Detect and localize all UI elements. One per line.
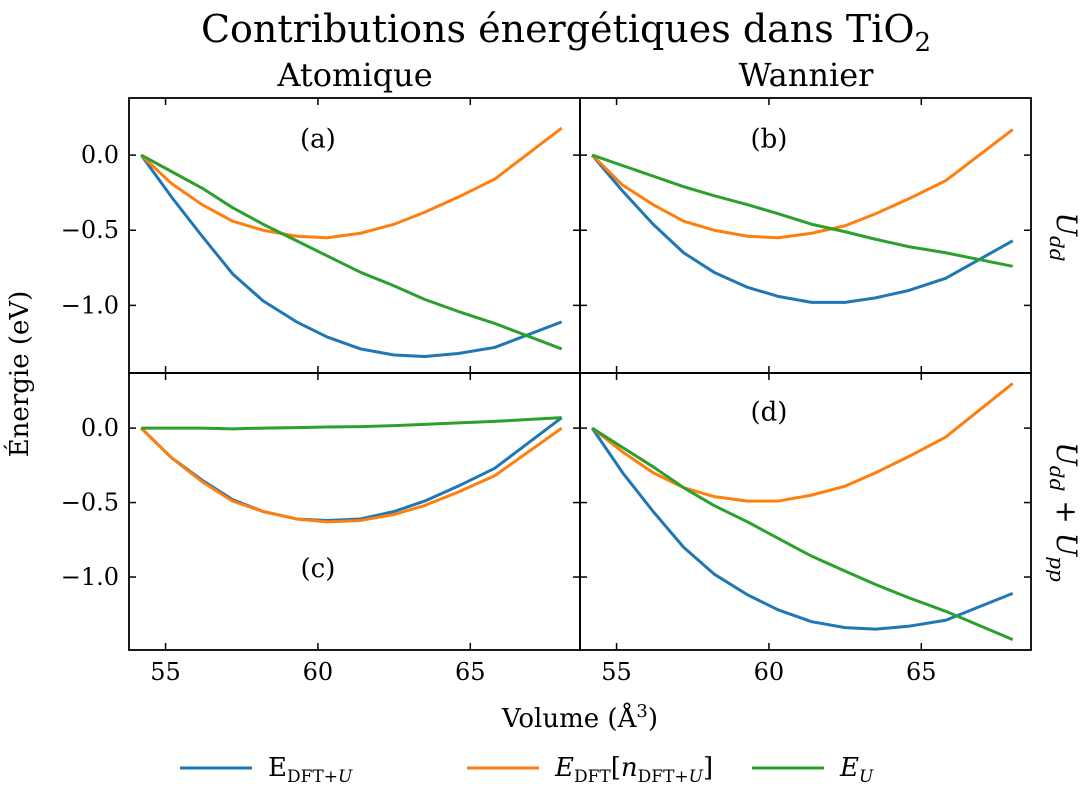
y-tick-label: 0.0 bbox=[81, 414, 119, 442]
svg-text:Udd: Udd bbox=[1045, 212, 1083, 261]
series-line-3 bbox=[140, 153, 563, 351]
series-line-1 bbox=[591, 154, 1014, 304]
y-tick-label: −0.5 bbox=[61, 489, 119, 517]
panel-label: (a) bbox=[300, 125, 336, 155]
panel-b: (b) bbox=[579, 97, 1032, 374]
column-title-atomique: Atomique bbox=[276, 56, 432, 94]
y-axis-label: Énergie (eV) bbox=[3, 291, 35, 458]
legend-label: EDFT[nDFT+U] bbox=[554, 753, 713, 787]
series-line-3 bbox=[591, 426, 1014, 641]
row-title-top: Udd bbox=[1045, 212, 1083, 261]
legend-entry-3: EU bbox=[752, 753, 874, 787]
x-tick-label: 65 bbox=[455, 658, 486, 686]
y-tick-label: −1.0 bbox=[61, 291, 119, 319]
panel-d: 55 60 65 (d) bbox=[579, 372, 1032, 686]
panel-label: (b) bbox=[750, 125, 787, 155]
panels: 0.0 −0.5 −1.0 (a) (b) 55 60 65 0.0 −0.5 −1.0 (c) 55 6… bbox=[61, 97, 1032, 686]
x-axis-label: Volume (Å3) bbox=[501, 701, 658, 734]
legend-entry-1: EDFT+U bbox=[180, 753, 353, 787]
legend: EDFT+U EDFT[nDFT+U] EU bbox=[180, 753, 874, 787]
x-tick-label: 65 bbox=[906, 658, 937, 686]
panel-label: (d) bbox=[750, 398, 787, 428]
panel-frame bbox=[128, 372, 581, 651]
y-tick-label: 0.0 bbox=[81, 141, 119, 169]
series-line-2 bbox=[140, 426, 563, 524]
legend-entry-2: EDFT[nDFT+U] bbox=[467, 753, 713, 787]
x-tick-label: 55 bbox=[150, 658, 181, 686]
panel-c: 55 60 65 0.0 −0.5 −1.0 (c) bbox=[61, 372, 581, 686]
row-title-bottom: Udd + Upp bbox=[1045, 442, 1083, 582]
svg-text:Énergie (eV): Énergie (eV) bbox=[3, 291, 35, 458]
series-line-2 bbox=[591, 128, 1014, 240]
svg-text:Udd + Upp: Udd + Upp bbox=[1045, 442, 1083, 582]
series-line-1 bbox=[140, 416, 563, 522]
panel-a: 0.0 −0.5 −1.0 (a) bbox=[61, 97, 581, 374]
x-tick-label: 55 bbox=[601, 658, 632, 686]
series-line-1 bbox=[590, 427, 1014, 631]
x-tick-label: 60 bbox=[754, 658, 785, 686]
panel-frame bbox=[579, 372, 1032, 651]
x-tick-label: 60 bbox=[303, 658, 334, 686]
legend-label: EDFT+U bbox=[268, 753, 353, 787]
series-line-2 bbox=[591, 382, 1014, 503]
y-tick-label: −1.0 bbox=[61, 563, 119, 591]
legend-label: EU bbox=[839, 753, 874, 787]
panel-label: (c) bbox=[301, 554, 336, 584]
column-title-wannier: Wannier bbox=[739, 56, 875, 94]
series-line-3 bbox=[141, 416, 562, 431]
chart-title: Contributions énergétiques dans TiO2 bbox=[201, 7, 931, 58]
series-line-3 bbox=[591, 153, 1014, 268]
series-line-2 bbox=[140, 126, 563, 240]
series-line-1 bbox=[139, 154, 563, 358]
y-tick-label: −0.5 bbox=[61, 216, 119, 244]
